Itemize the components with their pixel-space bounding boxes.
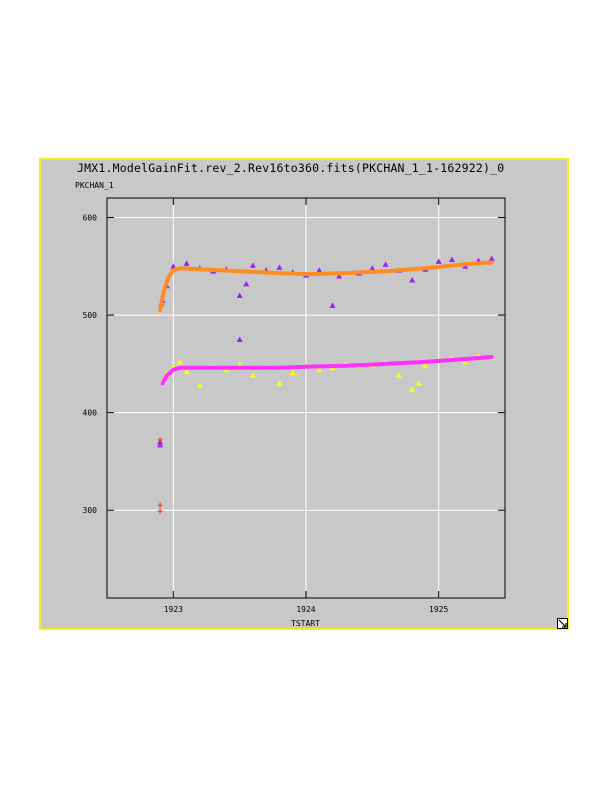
data-point xyxy=(422,362,429,369)
data-point xyxy=(409,386,416,392)
x-axis-label: TSTART xyxy=(291,619,320,628)
data-point xyxy=(289,369,296,376)
resize-corner-icon[interactable] xyxy=(557,618,568,629)
data-point xyxy=(243,280,250,287)
data-point xyxy=(462,358,469,365)
plot-window: JMX1.ModelGainFit.rev_2.Rev16to360.fits(… xyxy=(39,158,569,630)
data-point xyxy=(316,267,323,273)
window-title: JMX1.ModelGainFit.rev_2.Rev16to360.fits(… xyxy=(77,161,505,175)
data-point xyxy=(183,260,190,266)
y-tick-label: 500 xyxy=(83,311,98,320)
data-point xyxy=(157,508,163,514)
data-point xyxy=(415,380,422,386)
x-tick-label: 1925 xyxy=(429,605,448,614)
fit-line xyxy=(160,355,494,386)
data-point xyxy=(157,502,163,508)
data-point xyxy=(329,302,336,308)
data-point xyxy=(435,258,442,264)
data-point xyxy=(196,382,203,388)
fit-line xyxy=(158,260,494,313)
data-point xyxy=(336,273,343,279)
data-point xyxy=(157,437,163,443)
y-axis-label: PKCHAN_1 xyxy=(75,181,114,190)
y-tick-label: 400 xyxy=(83,409,98,418)
x-tick-label: 1924 xyxy=(296,605,315,614)
data-point xyxy=(249,262,256,268)
y-tick-label: 300 xyxy=(83,506,98,515)
data-point xyxy=(395,372,402,379)
data-point xyxy=(276,380,283,386)
data-point xyxy=(236,336,243,342)
scatter-chart: 1923 1924 1925 300 400 500 600 xyxy=(83,197,506,614)
data-point xyxy=(448,256,455,262)
data-point xyxy=(316,366,323,373)
data-point xyxy=(409,276,416,283)
data-point xyxy=(369,265,376,271)
data-point xyxy=(170,263,177,269)
data-point xyxy=(176,358,183,365)
data-point xyxy=(236,292,243,299)
data-point xyxy=(382,261,389,267)
data-point xyxy=(183,368,190,375)
data-point xyxy=(157,441,164,448)
data-point xyxy=(488,255,495,261)
x-tick-label: 1923 xyxy=(164,605,183,614)
data-point xyxy=(276,264,283,270)
y-tick-label: 600 xyxy=(83,214,98,223)
data-point xyxy=(249,372,256,379)
